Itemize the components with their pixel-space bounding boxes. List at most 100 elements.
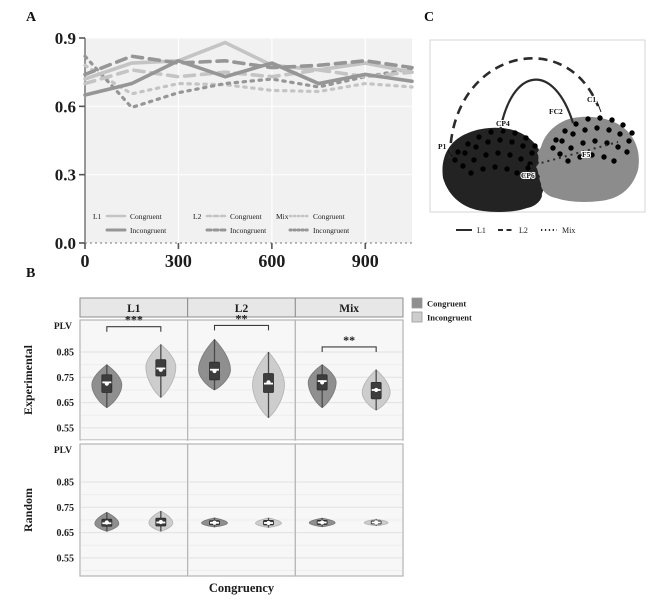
electrode-dot xyxy=(601,154,607,160)
electrode-dot xyxy=(473,144,479,150)
legend-group-label: Mix xyxy=(276,212,289,221)
significance-stars: ** xyxy=(236,311,248,325)
y-tick-label: 0.65 xyxy=(57,398,75,409)
mean-marker xyxy=(266,380,271,385)
legend-label-l2: L2 xyxy=(519,226,528,235)
y-tick-label: 0.3 xyxy=(55,166,76,185)
electrode-dot xyxy=(570,131,576,137)
electrode-label-c1: C1 xyxy=(587,95,596,104)
electrode-dot xyxy=(585,116,591,122)
legend-swatch-congruent xyxy=(411,297,423,309)
p1-pointer-line xyxy=(447,149,453,158)
facet-cell xyxy=(294,443,404,577)
significance-bracket xyxy=(321,346,377,352)
axis-title-plv: PLV xyxy=(54,322,72,332)
legend-entry-label: Congruent xyxy=(230,212,263,221)
electrode-dot xyxy=(580,140,586,146)
series-line-l1-congruent xyxy=(83,40,414,81)
electrode-label-cp4: CP4 xyxy=(496,119,510,128)
electrode-dot xyxy=(609,117,615,123)
x-axis-title: Congruency xyxy=(209,581,275,595)
electrode-dot xyxy=(629,130,635,136)
electrode-dot xyxy=(492,164,498,170)
electrode-dot xyxy=(452,157,458,163)
electrode-dot xyxy=(471,157,477,163)
electrode-dot xyxy=(504,166,510,172)
facet-header-label: L2 xyxy=(235,303,249,315)
mean-marker xyxy=(374,387,379,393)
x-tick-label: 600 xyxy=(258,251,285,271)
y-tick-label: 0.75 xyxy=(57,503,75,514)
electrode-dot xyxy=(518,156,524,162)
electrode-dot xyxy=(582,127,588,133)
electrode-dot xyxy=(594,125,600,131)
legend-label-mix: Mix xyxy=(562,226,575,235)
mean-marker xyxy=(104,520,109,525)
electrode-label-f5: F5 xyxy=(582,150,591,159)
facet-cell xyxy=(79,443,189,577)
electrode-dot xyxy=(597,115,603,121)
legend-group-label: L2 xyxy=(193,212,202,221)
y-tick-label: 0.55 xyxy=(57,553,75,564)
electrode-dot xyxy=(455,149,461,155)
mean-marker xyxy=(158,367,163,372)
electrode-dot xyxy=(624,149,630,155)
panel-c-label: C xyxy=(424,10,435,25)
electrode-dot xyxy=(532,143,538,149)
mean-marker xyxy=(320,520,325,525)
mean-marker xyxy=(212,520,217,525)
y-tick-label: 0.0 xyxy=(55,234,76,253)
electrode-dot xyxy=(460,163,466,169)
significance-stars: *** xyxy=(125,313,143,327)
electrode-dot xyxy=(568,145,574,151)
electrode-dot xyxy=(507,152,513,158)
electrode-dot xyxy=(589,152,595,158)
electrode-dot xyxy=(485,139,491,145)
electrode-dot xyxy=(620,122,626,128)
electrode-dot xyxy=(615,144,621,150)
electrode-dot xyxy=(476,134,482,140)
electrode-dot xyxy=(550,145,556,151)
row-label-random: Random xyxy=(21,488,35,532)
y-tick-label: 0.85 xyxy=(57,478,75,489)
electrode-dot xyxy=(559,138,565,144)
x-tick-label: 900 xyxy=(352,251,379,271)
electrode-dot xyxy=(465,141,471,147)
electrode-dot xyxy=(565,158,571,164)
legend-label: Congruent xyxy=(427,299,466,309)
axis-title-plv: PLV xyxy=(54,446,72,456)
electrode-dot xyxy=(483,152,489,158)
c1-pointer-line xyxy=(597,103,602,113)
y-tick-label: 0.6 xyxy=(55,97,76,116)
row-label-experimental: Experimental xyxy=(21,344,35,415)
electrode-dot xyxy=(500,128,506,134)
electrode-dot xyxy=(562,128,568,134)
mean-marker xyxy=(266,520,271,526)
series-line-l2-incongruent xyxy=(83,54,414,77)
legend-entry-label: Incongruent xyxy=(130,226,167,235)
panel-a-label: A xyxy=(26,10,37,25)
significance-bracket xyxy=(213,324,270,331)
electrode-dot xyxy=(514,170,520,176)
legend-entry-label: Congruent xyxy=(130,212,163,221)
electrode-dot xyxy=(525,165,531,171)
electrode-dot xyxy=(523,135,529,141)
legend-entry-label: Incongruent xyxy=(230,226,267,235)
significance-stars: ** xyxy=(343,333,355,347)
mean-marker xyxy=(158,519,163,525)
mean-marker xyxy=(104,381,109,386)
electrode-dot xyxy=(488,129,494,135)
electrode-dot xyxy=(617,131,623,137)
electrode-dot xyxy=(626,138,632,144)
connection-l2-P1-C1 xyxy=(448,57,600,159)
panel-c-head-diagram: P1 CP4 CP6 FC2 C1 F5 L1 L2 Mix xyxy=(429,39,646,235)
y-tick-label: 0.9 xyxy=(55,29,76,48)
electrode-dot xyxy=(573,121,579,127)
facet-header-label: Mix xyxy=(339,303,359,315)
x-tick-label: 300 xyxy=(165,251,192,271)
y-tick-label: 0.85 xyxy=(57,348,75,359)
mean-marker xyxy=(212,368,217,374)
panel-a-line-chart: 0.9 0.6 0.3 0.0 0 300 600 900 L1 Congruent Incongr… xyxy=(55,29,414,271)
electrode-label-fc2: FC2 xyxy=(549,107,563,116)
electrode-dot xyxy=(468,170,474,176)
